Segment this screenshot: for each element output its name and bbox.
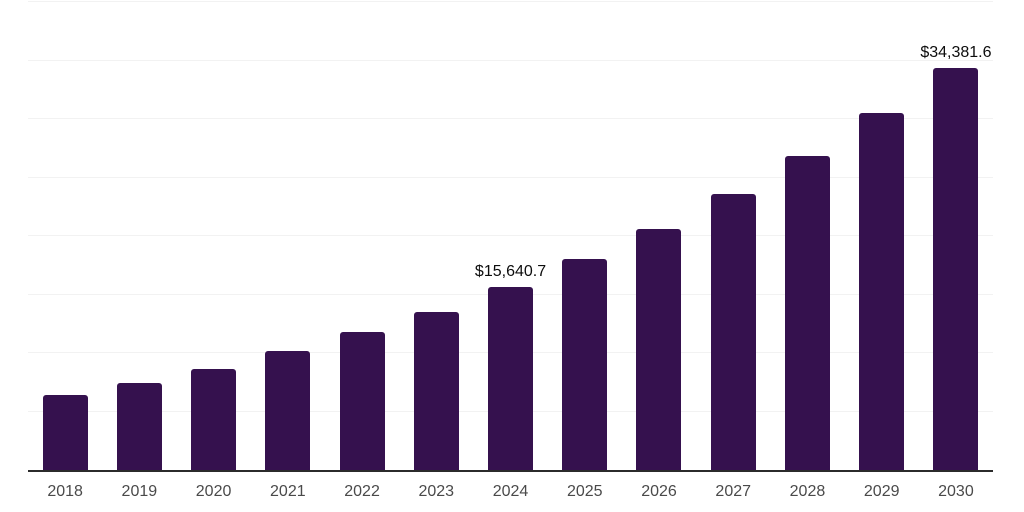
bar-value-label-2030: $34,381.6 <box>920 44 992 62</box>
bar-slot-2021 <box>251 2 325 470</box>
x-axis-label-2028: 2028 <box>789 483 826 500</box>
x-axis-label-2030: 2030 <box>938 483 974 500</box>
x-axis: 2018 2019 2020 2021 2022 2023 2024 2025 2026 2027… <box>28 483 993 501</box>
x-axis-label-2022: 2022 <box>344 483 380 500</box>
x-axis-label-2026: 2026 <box>641 483 677 500</box>
gridline-30000 <box>28 118 993 119</box>
bars-group: $15,640.7 $34,381.6 <box>28 2 993 470</box>
bar-slot-2027 <box>696 2 770 470</box>
bar-2020 <box>191 369 237 470</box>
bar-slot-2023 <box>399 2 473 470</box>
bar-slot-2019 <box>102 2 176 470</box>
bar-2019 <box>116 383 162 470</box>
bar-2021 <box>265 350 311 470</box>
gridline-35000 <box>28 59 993 61</box>
bar-slot-2025 <box>548 2 622 470</box>
bar-slot-2018 <box>28 2 102 470</box>
bar-slot-2026 <box>622 2 696 470</box>
bar-value-label-2024: $15,640.7 <box>474 263 547 281</box>
bar-2030 <box>933 67 979 470</box>
bar-2028 <box>784 156 830 470</box>
x-axis-label-2020: 2020 <box>195 483 232 500</box>
x-axis-label-2025: 2025 <box>566 483 603 500</box>
gridline-25000 <box>28 176 993 178</box>
x-axis-label-2024: 2024 <box>492 483 529 500</box>
gridline-20000 <box>28 235 993 236</box>
bar-slot-2022 <box>325 2 399 470</box>
bar-2025 <box>562 259 608 470</box>
bar-2024 <box>488 287 534 470</box>
bar-2023 <box>413 312 459 470</box>
x-axis-label-2027: 2027 <box>715 483 752 500</box>
x-axis-label-2019: 2019 <box>121 483 158 500</box>
bar-2029 <box>859 113 905 470</box>
x-axis-label-2018: 2018 <box>47 483 83 500</box>
bar-slot-2030: $34,381.6 <box>919 2 993 470</box>
bar-slot-2028 <box>770 2 844 470</box>
bar-2018 <box>42 395 88 470</box>
bar-slot-2029 <box>845 2 919 470</box>
x-axis-label-2023: 2023 <box>418 483 455 500</box>
bar-slot-2024: $15,640.7 <box>473 2 547 470</box>
x-axis-label-2029: 2029 <box>863 483 900 500</box>
bar-2027 <box>710 193 756 470</box>
bar-2026 <box>636 228 682 470</box>
bar-2022 <box>339 331 385 470</box>
gridline-40000 <box>28 1 993 2</box>
plot-area: $15,640.7 $34,381.6 <box>28 1 993 472</box>
x-axis-label-2021: 2021 <box>270 483 306 500</box>
bar-slot-2020 <box>176 2 250 470</box>
